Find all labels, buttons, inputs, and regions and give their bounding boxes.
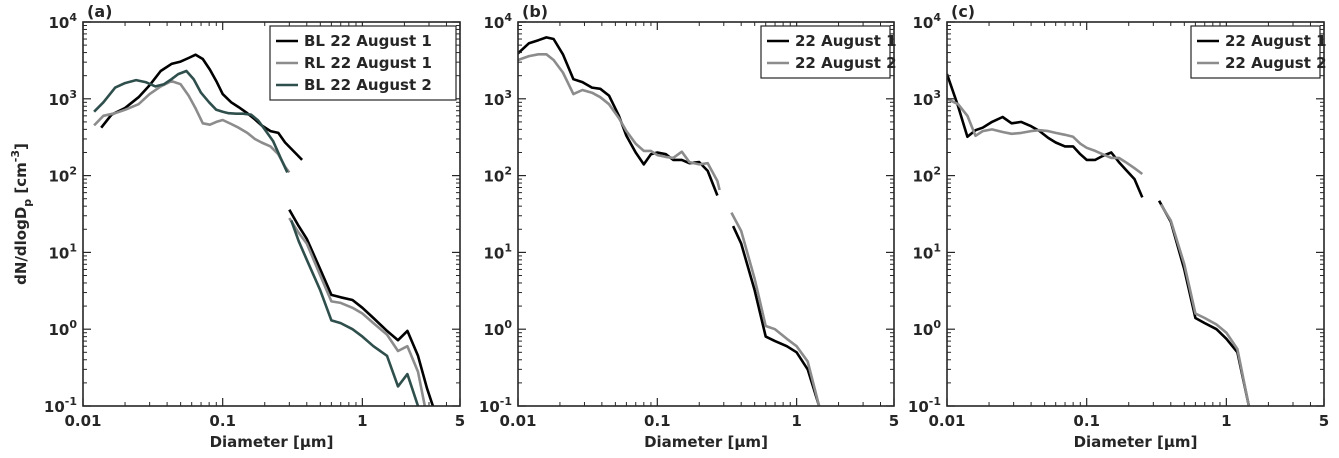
panel-label: (a) [87,2,112,21]
x-axis-label: Diameter [μm] [1074,433,1198,451]
x-tick-label: 0.01 [928,412,965,430]
y-tick-label: 103 [912,88,941,109]
legend-entry: 22 August 1 [1225,32,1327,50]
y-tick-label: 102 [912,165,941,186]
x-axis-label: Diameter [μm] [644,433,768,451]
panel-label: (b) [522,2,548,21]
series-group [518,36,821,406]
panel-2: 0.01 0.1 1 5 10-1 100 101 102 103 104 (b) Diameter … [479,2,899,451]
x-tick-label: 5 [889,412,899,430]
x-tick-label: 0.01 [499,412,536,430]
series-line-2 [947,97,1251,406]
legend-entry: BL 22 August 1 [304,32,432,50]
x-tick-label: 0.01 [64,412,101,430]
y-tick-label: 101 [912,241,941,262]
axes-box [517,21,895,407]
ticks: 0.01 0.1 1 5 10-1 100 101 102 103 104 [908,11,1329,430]
axes-box [946,21,1325,407]
legend-entry: 22 August 2 [1225,54,1327,72]
x-tick-label: 1 [791,412,801,430]
y-tick-label: 103 [483,88,512,109]
y-tick-label: 10-1 [44,395,77,416]
legend-box [760,25,891,79]
y-tick-label: 104 [483,11,512,32]
legend: BL 22 August 1 RL 22 August 1 BL 22 August… [269,25,457,101]
panel-1: 0.01 0.1 1 5 10-1 100 101 102 103 104 (a) Diameter … [9,2,465,451]
legend-entry: 22 August 1 [795,32,897,50]
legend-entry: RL 22 August 1 [304,54,432,72]
ticks: 0.01 0.1 1 5 10-1 100 101 102 103 104 [44,11,465,430]
panel-3: 0.01 0.1 1 5 10-1 100 101 102 103 104 (c) Diameter … [908,2,1329,451]
x-tick-label: 5 [455,412,465,430]
x-tick-label: 1 [357,412,367,430]
y-tick-label: 102 [48,165,77,186]
series-line-3 [93,69,420,406]
x-tick-label: 0.1 [1073,412,1100,430]
panel-label: (c) [951,2,975,21]
y-tick-label: 100 [48,318,77,339]
legend: 22 August 1 22 August 2 [1190,25,1327,79]
axes-box [82,21,461,407]
x-axis-label: Diameter [μm] [210,433,334,451]
y-tick-label: 104 [912,11,941,32]
x-tick-label: 0.1 [209,412,236,430]
x-tick-label: 5 [1319,412,1329,430]
x-tick-label: 1 [1221,412,1231,430]
y-tick-label: 102 [483,165,512,186]
legend-entry: 22 August 2 [795,54,897,72]
y-axis-label: dN/dlogDp [cm-3] [9,143,34,285]
y-tick-label: 101 [483,241,512,262]
legend-box [1190,25,1321,79]
series-line-1 [947,73,1251,406]
y-tick-label: 10-1 [479,395,512,416]
y-tick-label: 104 [48,11,77,32]
ticks: 0.01 0.1 1 5 10-1 100 101 102 103 104 [479,11,899,430]
x-tick-label: 0.1 [644,412,671,430]
legend-box [269,25,457,101]
series-line-2 [518,53,821,406]
series-line-2 [93,79,427,406]
y-tick-label: 101 [48,241,77,262]
legend-entry: BL 22 August 2 [304,76,432,94]
series-group [93,53,435,406]
y-tick-label: 10-1 [908,395,941,416]
series-line-1 [518,36,821,406]
y-tick-label: 100 [483,318,512,339]
series-group [947,73,1251,406]
y-tick-label: 103 [48,88,77,109]
y-tick-label: 100 [912,318,941,339]
legend: 22 August 1 22 August 2 [760,25,897,79]
